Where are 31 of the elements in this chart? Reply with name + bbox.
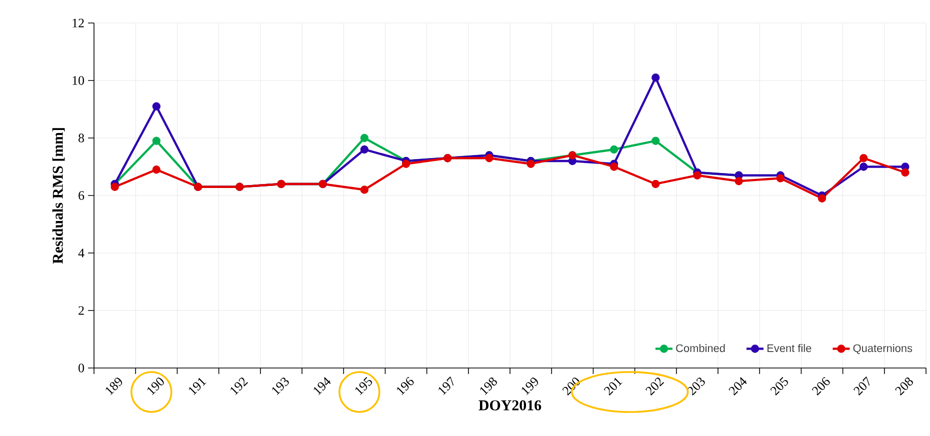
y-tick-label: 0 bbox=[78, 364, 84, 372]
x-tick-label: 204 bbox=[728, 377, 747, 396]
x-tick-label: 203 bbox=[687, 378, 705, 396]
x-tick-label: 202 bbox=[646, 378, 664, 396]
x-tick-label: 195 bbox=[355, 376, 372, 396]
legend-label: Quaternions bbox=[853, 344, 912, 354]
y-tick-label: 10 bbox=[72, 76, 84, 85]
y-tick-label: 12 bbox=[72, 18, 84, 28]
x-tick-label: 190 bbox=[147, 378, 164, 396]
x-tick-label: 189 bbox=[106, 378, 122, 396]
x-tick-label: 197 bbox=[438, 376, 454, 396]
x-tick-label: 206 bbox=[812, 376, 830, 396]
x-tick-label: 198 bbox=[480, 378, 497, 396]
legend-label: Event file bbox=[768, 344, 812, 352]
x-tick-label: 196 bbox=[396, 376, 414, 396]
y-tick-label: 2 bbox=[78, 306, 84, 315]
x-tick-label: 191 bbox=[188, 378, 206, 396]
x-tick-label: 193 bbox=[272, 378, 289, 396]
x-tick-label: 207 bbox=[854, 376, 870, 396]
x-tick-label: 205 bbox=[770, 377, 788, 396]
x-axis-title: DOY2016 bbox=[478, 400, 542, 410]
y-axis-title: Residuals RMS [mm] bbox=[52, 128, 65, 264]
y-tick-label: 8 bbox=[78, 134, 84, 142]
legend-label: Combined bbox=[676, 344, 725, 352]
y-tick-label: 4 bbox=[78, 248, 84, 258]
x-tick-label: 192 bbox=[230, 378, 248, 396]
x-tick-label: 201 bbox=[604, 378, 622, 396]
x-tick-label: 199 bbox=[522, 378, 538, 396]
x-tick-label: 208 bbox=[895, 378, 913, 396]
x-tick-label: 194 bbox=[314, 377, 331, 396]
y-tick-label: 6 bbox=[78, 191, 84, 200]
